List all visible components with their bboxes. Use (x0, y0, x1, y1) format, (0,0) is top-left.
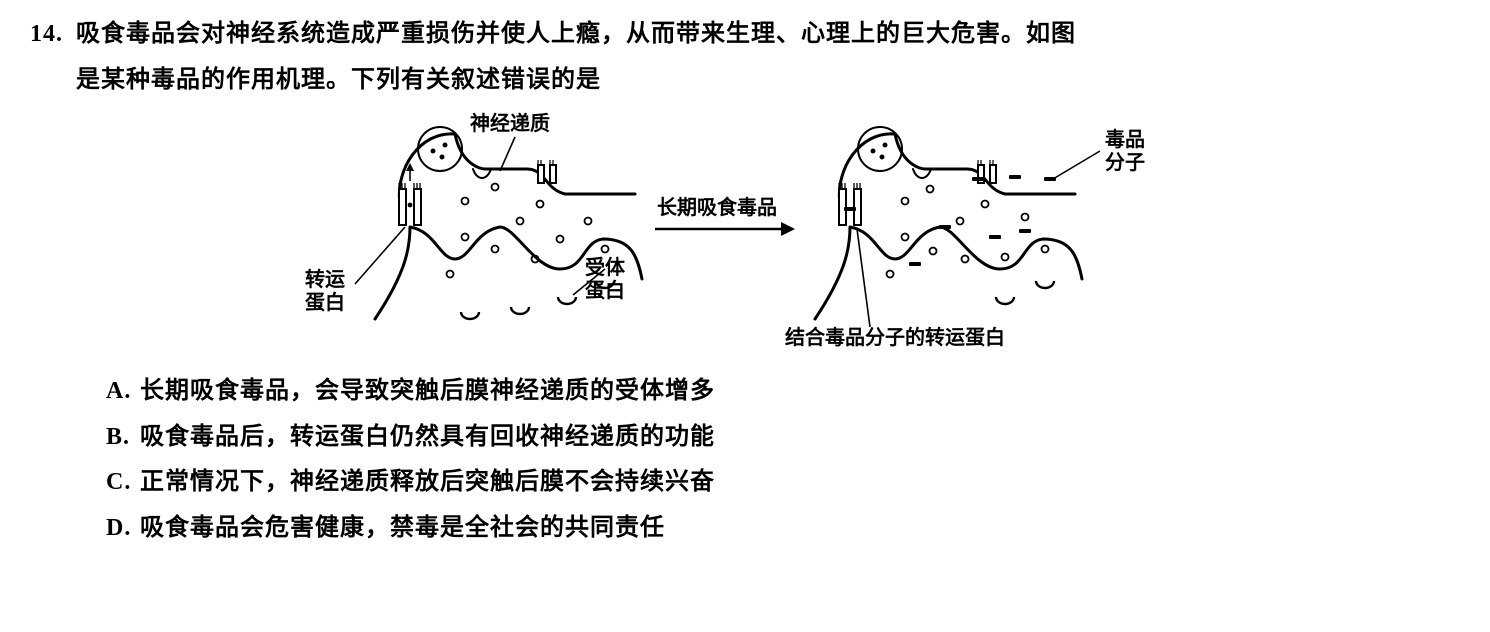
option-letter-a: A. (106, 369, 140, 415)
label-drug-molecule: 毒品 分子 (1105, 129, 1145, 175)
label-arrow-text: 长期吸食毒品 (657, 197, 777, 220)
option-c: C. 正常情况下，神经递质释放后突触后膜不会持续兴奋 (106, 460, 1460, 506)
label-transport-protein-l2: 蛋白 (305, 292, 345, 314)
figure-svg (305, 109, 1185, 359)
option-letter-c: C. (106, 460, 140, 506)
options: A. 长期吸食毒品，会导致突触后膜神经递质的受体增多 B. 吸食毒品后，转运蛋白… (30, 369, 1460, 551)
label-drug-molecule-l2: 分子 (1105, 152, 1145, 174)
stem-row-2: 是某种毒品的作用机理。下列有关叙述错误的是 (30, 58, 1460, 104)
question-number: 14. (30, 12, 76, 58)
label-drug-molecule-l1: 毒品 (1105, 129, 1145, 151)
option-text-b: 吸食毒品后，转运蛋白仍然具有回收神经递质的功能 (140, 415, 1460, 461)
label-transport-protein: 转运 蛋白 (305, 269, 345, 315)
option-letter-b: B. (106, 415, 140, 461)
option-text-d: 吸食毒品会危害健康，禁毒是全社会的共同责任 (140, 506, 1460, 552)
label-neurotransmitter: 神经递质 (470, 113, 550, 136)
label-receptor-protein-l1: 受体 (585, 257, 625, 279)
stem-row-1: 14. 吸食毒品会对神经系统造成严重损伤并使人上瘾，从而带来生理、心理上的巨大危… (30, 12, 1460, 58)
label-transport-protein-l1: 转运 (305, 269, 345, 291)
question-number-spacer (30, 58, 76, 104)
option-text-a: 长期吸食毒品，会导致突触后膜神经递质的受体增多 (140, 369, 1460, 415)
question-block: 14. 吸食毒品会对神经系统造成严重损伤并使人上瘾，从而带来生理、心理上的巨大危… (30, 12, 1460, 552)
label-receptor-protein-l2: 蛋白 (585, 280, 625, 302)
option-b: B. 吸食毒品后，转运蛋白仍然具有回收神经递质的功能 (106, 415, 1460, 461)
label-bound-transport: 结合毒品分子的转运蛋白 (785, 327, 1005, 350)
figure-wrap: 神经递质 转运 蛋白 受体 蛋白 长期吸食毒品 毒品 分子 结合毒品分子的转运蛋… (30, 109, 1460, 359)
stem-line-1: 吸食毒品会对神经系统造成严重损伤并使人上瘾，从而带来生理、心理上的巨大危害。如图 (76, 12, 1460, 58)
stem-line-2: 是某种毒品的作用机理。下列有关叙述错误的是 (76, 58, 1460, 104)
figure: 神经递质 转运 蛋白 受体 蛋白 长期吸食毒品 毒品 分子 结合毒品分子的转运蛋… (305, 109, 1185, 359)
option-text-c: 正常情况下，神经递质释放后突触后膜不会持续兴奋 (140, 460, 1460, 506)
option-letter-d: D. (106, 506, 140, 552)
option-a: A. 长期吸食毒品，会导致突触后膜神经递质的受体增多 (106, 369, 1460, 415)
label-receptor-protein: 受体 蛋白 (585, 257, 625, 303)
option-d: D. 吸食毒品会危害健康，禁毒是全社会的共同责任 (106, 506, 1460, 552)
